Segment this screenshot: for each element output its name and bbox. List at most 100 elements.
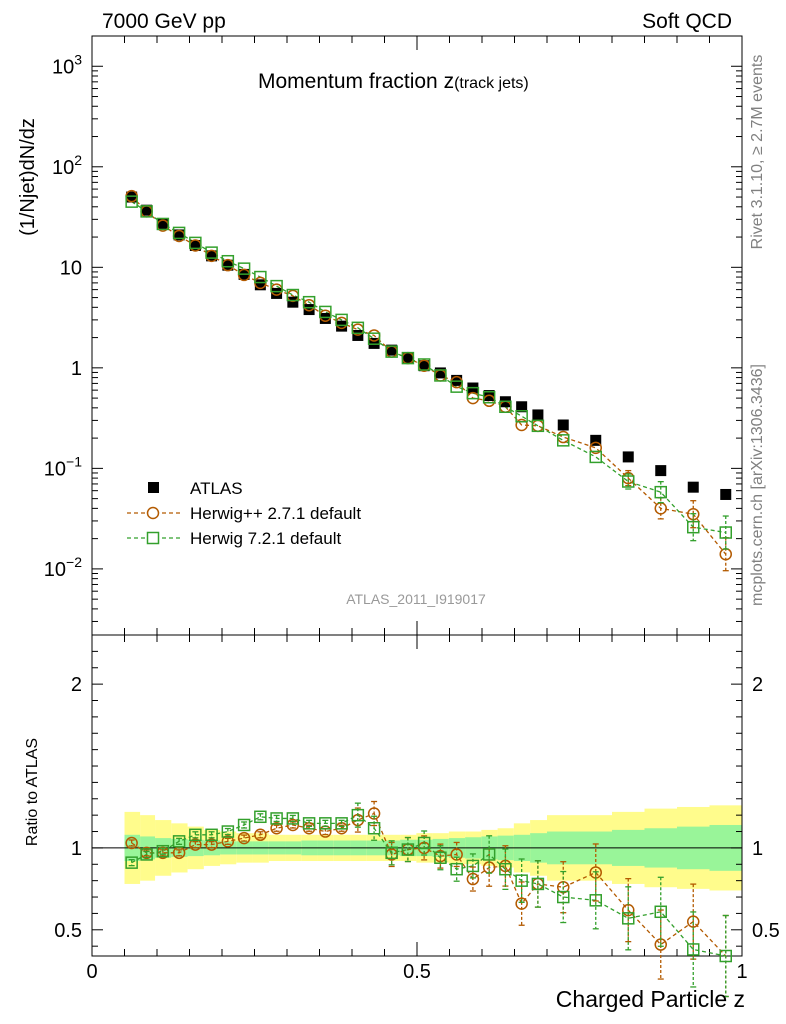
side-mcplots-text: mcplots.cern.ch [arXiv:1306.3436]	[749, 364, 766, 606]
herwig7-point	[319, 305, 332, 319]
y-tick-label: 1	[71, 358, 82, 380]
herwig7-point	[450, 380, 463, 393]
ratio-herwig7-point	[254, 810, 267, 824]
ratio-herwig7-point	[156, 844, 170, 858]
ratio-herwig7-point	[499, 862, 512, 876]
x-axis-label: Charged Particle z	[556, 986, 745, 1012]
atlas-point	[622, 451, 634, 463]
ratio-herwig7-point	[531, 877, 545, 891]
herwig7-point	[499, 400, 512, 414]
ratio-y-tick-label: 2	[752, 674, 763, 696]
atlas-point	[590, 434, 602, 446]
atlas-point	[687, 481, 699, 493]
legend-herwigpp-marker	[146, 506, 160, 520]
ratio-herwig7-point	[140, 848, 153, 861]
herwig7-point	[367, 332, 381, 345]
ratio-herwigpp-point	[205, 838, 218, 851]
atlas-point	[532, 409, 544, 421]
ratio-herwig7-point	[482, 848, 496, 861]
herwig7-point	[482, 390, 496, 404]
atlas-point	[557, 419, 569, 431]
ratio-herwigpp-point	[237, 831, 251, 845]
herwig7-point	[385, 345, 398, 358]
y-tick-label: 103	[52, 51, 82, 78]
ratio-herwig7-point	[221, 825, 235, 838]
ratio-herwig7-point	[417, 836, 431, 850]
atlas-point	[402, 352, 414, 364]
atlas-point	[434, 367, 446, 379]
herwig7-point	[622, 475, 635, 488]
atlas-point	[141, 204, 153, 216]
atlas-point	[173, 229, 185, 241]
herwig7-point	[237, 262, 251, 275]
ratio-herwigpp-point	[270, 822, 283, 835]
herwig7-point	[557, 434, 570, 447]
chart-marks	[125, 189, 732, 998]
herwig7-point	[719, 526, 732, 539]
herwigpp-point	[237, 268, 251, 282]
y-tick-label: 10	[60, 257, 82, 279]
ratio-herwig7-point	[687, 943, 700, 956]
herwig7-point	[466, 386, 480, 400]
atlas-point	[303, 304, 315, 316]
herwigpp-point	[515, 418, 528, 432]
herwig7-point	[140, 205, 153, 218]
herwig7-point	[156, 217, 170, 231]
herwig7-point	[254, 270, 267, 284]
ratio-herwig7-point	[515, 874, 528, 887]
ratio-herwig7-point	[205, 828, 218, 842]
chart-title-sub: (track jets)	[454, 75, 529, 92]
y-tick-label: 10−2	[44, 554, 82, 581]
y-axis-label: (1/Njet)dN/dz	[17, 118, 39, 236]
atlas-point	[516, 401, 528, 413]
herwig7-point	[270, 279, 283, 293]
y-tick-label: 10−1	[44, 453, 82, 480]
x-tick-label: 0.5	[403, 961, 431, 983]
ratio-plot-frame	[91, 634, 743, 957]
ratio-herwigpp-point	[254, 828, 267, 842]
ratio-herwig7-point	[466, 859, 480, 873]
legend: ATLAS Herwig++ 2.7.1 default Herwig 7.2.…	[127, 479, 361, 548]
ratio-herwigpp-point	[466, 872, 480, 886]
ratio-y-axis-label: Ratio to ATLAS	[24, 738, 41, 846]
x-tick-label: 0	[86, 961, 97, 983]
x-tick-label: 1	[736, 961, 747, 983]
atlas-point	[254, 279, 266, 291]
herwig7-point	[434, 369, 447, 382]
atlas-point	[287, 296, 299, 308]
herwig7-point	[189, 236, 202, 250]
herwig7-point	[221, 254, 235, 268]
herwig7-point	[125, 195, 138, 208]
herwigpp-point	[589, 441, 602, 455]
herwigpp-point	[557, 430, 570, 444]
atlas-point	[319, 312, 331, 324]
herwig7-point	[335, 313, 348, 327]
legend-herwig7-label: Herwig 7.2.1 default	[190, 529, 341, 548]
ratio-y-tick-label: 1	[752, 838, 763, 860]
herwig7-point	[531, 419, 545, 433]
ratio-herwigpp-point	[221, 835, 235, 848]
atlas-point	[720, 488, 732, 500]
ratio-herwig7-point	[450, 862, 463, 876]
ratio-herwig7-point	[719, 949, 732, 963]
ratio-herwig7-point	[367, 822, 381, 835]
ratio-herwigpp-point	[125, 836, 138, 850]
herwigpp-line	[131, 195, 727, 555]
ratio-herwigpp-point	[515, 897, 528, 910]
ratio-herwig7-point	[622, 912, 635, 925]
ratio-herwig7-point	[286, 812, 300, 825]
atlas-point	[271, 287, 283, 299]
herwig7-point	[205, 246, 218, 259]
herwig7-point	[589, 450, 602, 464]
ratio-herwig7-point	[237, 818, 251, 832]
ratio-herwigpp-point	[189, 838, 202, 851]
ratio-herwig7-point	[589, 894, 602, 907]
herwig7-point	[417, 358, 431, 371]
chart-title: Momentum fraction z(track jets)	[258, 70, 529, 93]
ratio-herwig7-point	[319, 817, 332, 830]
ratio-y-tick-label: 2	[71, 674, 82, 696]
ratio-herwig7-point	[654, 905, 667, 919]
y-tick-label: 102	[52, 152, 82, 179]
